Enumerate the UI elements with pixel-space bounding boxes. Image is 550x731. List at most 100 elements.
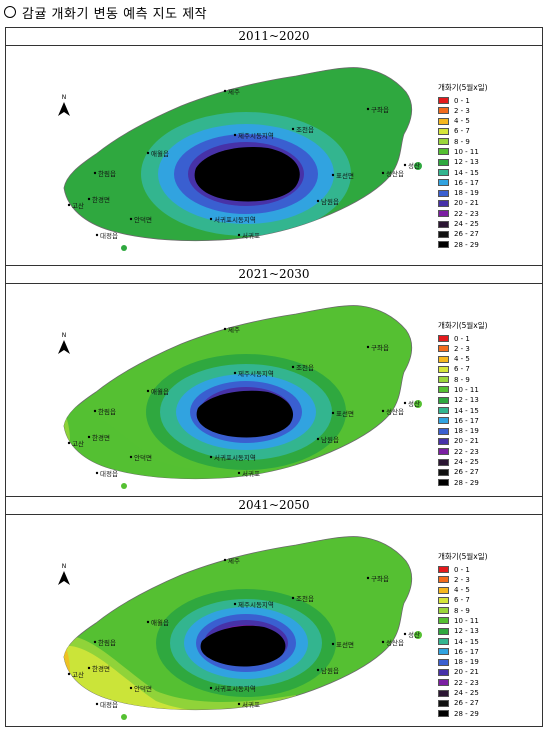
legend-item: 26 - 27 bbox=[438, 468, 528, 477]
legend-item: 8 - 9 bbox=[438, 606, 528, 615]
place-label: 성산읍 bbox=[386, 638, 404, 647]
legend-item: 14 - 15 bbox=[438, 406, 528, 415]
legend-title: 개화기(5월x일) bbox=[438, 552, 488, 561]
place-dot bbox=[331, 173, 335, 177]
legend-item: 18 - 19 bbox=[438, 658, 528, 667]
legend-label: 4 - 5 bbox=[454, 117, 470, 126]
legend-swatch bbox=[438, 638, 449, 646]
legend-swatch bbox=[438, 586, 449, 594]
legend-label: 28 - 29 bbox=[454, 709, 479, 718]
legend-item: 16 - 17 bbox=[438, 178, 528, 187]
legend-label: 4 - 5 bbox=[454, 355, 470, 364]
legend-item: 28 - 29 bbox=[438, 478, 528, 487]
legend-label: 24 - 25 bbox=[454, 689, 479, 698]
place-dot bbox=[237, 233, 241, 237]
islet bbox=[414, 400, 422, 408]
legend-item: 0 - 1 bbox=[438, 96, 528, 105]
maps-frame: 2011~2020 제주 구좌읍 조천읍 제주시동지역 애월읍 성산읍 한림읍 표선면 남원읍 한… bbox=[5, 27, 543, 727]
place-label: 대정읍 bbox=[100, 231, 118, 240]
legend-item: 6 - 7 bbox=[438, 596, 528, 605]
place-dot bbox=[146, 389, 150, 393]
legend-item: 22 - 23 bbox=[438, 209, 528, 218]
legend-item: 24 - 25 bbox=[438, 689, 528, 698]
place-dot bbox=[67, 441, 71, 445]
place-dot bbox=[403, 163, 407, 167]
place-dot bbox=[223, 89, 227, 93]
place-dot bbox=[93, 171, 97, 175]
legend-item: 10 - 11 bbox=[438, 616, 528, 625]
legend-label: 18 - 19 bbox=[454, 427, 479, 436]
place-dot bbox=[67, 203, 71, 207]
place-dot bbox=[95, 471, 99, 475]
north-arrow-icon: N bbox=[54, 563, 74, 589]
place-label: 애월읍 bbox=[151, 149, 169, 158]
section-header: 감귤 개화기 변동 예측 지도 제작 bbox=[4, 2, 207, 22]
legend-item: 12 - 13 bbox=[438, 396, 528, 405]
legend-swatch bbox=[438, 396, 449, 404]
place-dot bbox=[129, 217, 133, 221]
place-dot bbox=[381, 409, 385, 413]
legend-swatch bbox=[438, 407, 449, 415]
legend-label: 10 - 11 bbox=[454, 385, 479, 394]
place-dot bbox=[233, 602, 237, 606]
legend-label: 12 - 13 bbox=[454, 158, 479, 167]
legend-label: 2 - 3 bbox=[454, 344, 470, 353]
summit-core bbox=[200, 625, 286, 667]
place-dot bbox=[316, 668, 320, 672]
legend-item: 4 - 5 bbox=[438, 355, 528, 364]
place-label: 구좌읍 bbox=[371, 105, 389, 114]
place-dot bbox=[87, 435, 91, 439]
islet bbox=[414, 162, 422, 170]
place-label: 조천읍 bbox=[296, 125, 314, 134]
legend-swatch bbox=[438, 576, 449, 584]
north-label: N bbox=[61, 94, 67, 101]
legend-swatch bbox=[438, 199, 449, 207]
legend-label: 10 - 11 bbox=[454, 147, 479, 156]
place-dot bbox=[93, 640, 97, 644]
legend-item: 6 - 7 bbox=[438, 365, 528, 374]
legend-item: 4 - 5 bbox=[438, 117, 528, 126]
place-dot bbox=[237, 471, 241, 475]
legend-label: 8 - 9 bbox=[454, 137, 470, 146]
place-label: 표선면 bbox=[336, 409, 354, 418]
legend-item: 8 - 9 bbox=[438, 375, 528, 384]
legend-item: 12 - 13 bbox=[438, 627, 528, 636]
place-label: 표선면 bbox=[336, 171, 354, 180]
legend-item: 16 - 17 bbox=[438, 647, 528, 656]
legend-item: 14 - 15 bbox=[438, 168, 528, 177]
place-dot bbox=[209, 686, 213, 690]
map-panel-2041-2050: 2041~2050 제주 구좌읍 조천읍 제주시동지역 애월읍 성산읍 한림읍 표선면 남원읍 한… bbox=[6, 496, 542, 726]
place-label: 한림읍 bbox=[98, 170, 116, 178]
legend-item: 6 - 7 bbox=[438, 127, 528, 136]
legend-swatch bbox=[438, 107, 449, 115]
place-label: 성산읍 bbox=[386, 169, 404, 178]
legend-label: 8 - 9 bbox=[454, 375, 470, 384]
place-label: 남원읍 bbox=[321, 666, 339, 675]
legend-label: 4 - 5 bbox=[454, 586, 470, 595]
place-label: 성산 bbox=[408, 399, 420, 408]
place-dot bbox=[331, 411, 335, 415]
header-title: 감귤 개화기 변동 예측 지도 제작 bbox=[22, 6, 208, 22]
place-label: 서귀포 bbox=[242, 231, 260, 240]
panel-title: 2011~2020 bbox=[6, 28, 542, 46]
legend-swatch bbox=[438, 468, 449, 476]
legend-item: 22 - 23 bbox=[438, 678, 528, 687]
legend-swatch bbox=[438, 566, 449, 573]
legend-item: 2 - 3 bbox=[438, 575, 528, 584]
place-dot bbox=[95, 702, 99, 706]
map-area: 제주 구좌읍 조천읍 제주시동지역 애월읍 성산읍 한림읍 표선면 남원읍 한경면 고산 안덕면 서귀포… bbox=[6, 46, 542, 269]
place-dot bbox=[87, 666, 91, 670]
place-label: 한경면 bbox=[92, 433, 110, 442]
place-label: 애월읍 bbox=[151, 387, 169, 396]
legend-swatch bbox=[438, 127, 449, 135]
legend-label: 12 - 13 bbox=[454, 396, 479, 405]
place-dot bbox=[316, 199, 320, 203]
map-area: 제주 구좌읍 조천읍 제주시동지역 애월읍 성산읍 한림읍 표선면 남원읍 한경면 고산 안덕면 서귀포… bbox=[6, 284, 542, 501]
place-label: 제주 bbox=[228, 557, 240, 565]
legend-label: 20 - 21 bbox=[454, 199, 479, 208]
place-dot bbox=[366, 345, 370, 349]
legend-item: 12 - 13 bbox=[438, 158, 528, 167]
legend-label: 20 - 21 bbox=[454, 668, 479, 677]
